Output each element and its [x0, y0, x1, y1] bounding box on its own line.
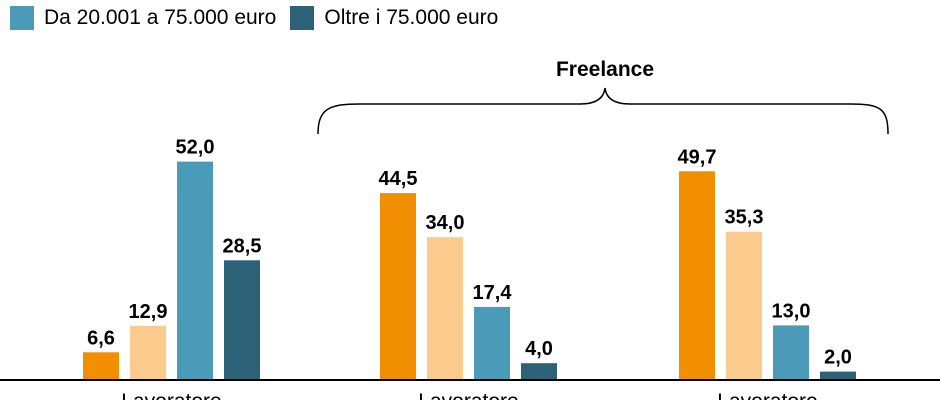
bar-s1-g1 [427, 237, 463, 380]
value-label-s0-g1: 44,5 [379, 168, 418, 190]
bar-s1-g0 [130, 325, 166, 380]
value-label-s2-g0: 52,0 [176, 137, 215, 159]
bar-s0-g2 [679, 171, 715, 380]
category-label-1: Lavoratore [418, 390, 518, 400]
legend: Da 20.001 a 75.000 euro Oltre i 75.000 e… [10, 6, 498, 30]
category-labels-layer: Lavoratore Lavoratore Lavoratore [121, 390, 817, 400]
legend-item-mid-income: Da 20.001 a 75.000 euro [10, 6, 276, 30]
value-label-s1-g1: 34,0 [426, 212, 465, 234]
legend-label-mid-income: Da 20.001 a 75.000 euro [44, 6, 277, 29]
bar-s1-g2 [726, 231, 762, 380]
value-label-s0-g0: 6,6 [87, 327, 115, 349]
bars-layer [83, 161, 856, 380]
legend-swatch-mid-income [10, 6, 34, 30]
bar-s0-g0 [83, 352, 119, 380]
freelance-brace [317, 87, 889, 135]
bar-s3-g1 [521, 363, 557, 380]
bar-s2-g0 [177, 161, 213, 380]
bar-s2-g1 [474, 306, 510, 380]
legend-label-high-income: Oltre i 75.000 euro [324, 6, 499, 29]
bar-s3-g2 [820, 371, 856, 380]
bar-s3-g0 [224, 260, 260, 380]
legend-swatch-high-income [290, 6, 315, 30]
value-label-s3-g1: 4,0 [525, 338, 553, 360]
value-label-s2-g2: 13,0 [772, 300, 811, 322]
freelance-group-label: Freelance [556, 58, 654, 81]
bar-s0-g1 [380, 193, 416, 380]
value-label-s0-g2: 49,7 [678, 146, 717, 168]
category-label-2: Lavoratore [717, 390, 817, 400]
value-label-s1-g0: 12,9 [129, 301, 168, 323]
bar-s2-g2 [773, 325, 809, 380]
value-labels-layer: 6,6 44,5 49,7 12,9 34,0 35,3 52,0 17,4 13,0 28,5 4… [87, 137, 852, 369]
value-label-s3-g2: 2,0 [824, 347, 852, 369]
value-label-s2-g1: 17,4 [473, 282, 513, 304]
category-label-0: Lavoratore [121, 390, 221, 400]
legend-item-high-income: Oltre i 75.000 euro [290, 6, 498, 30]
value-label-s1-g2: 35,3 [725, 207, 764, 229]
value-label-s3-g0: 28,5 [223, 235, 262, 257]
